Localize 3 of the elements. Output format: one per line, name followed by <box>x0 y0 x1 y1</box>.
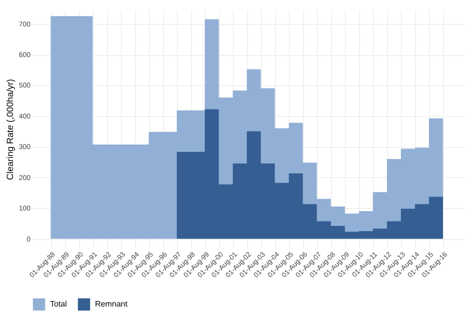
legend-label: Total <box>50 299 68 308</box>
legend-label: Remnant <box>95 299 128 308</box>
y-axis-title: Clearing Rate (,000ha/yr) <box>4 78 15 180</box>
